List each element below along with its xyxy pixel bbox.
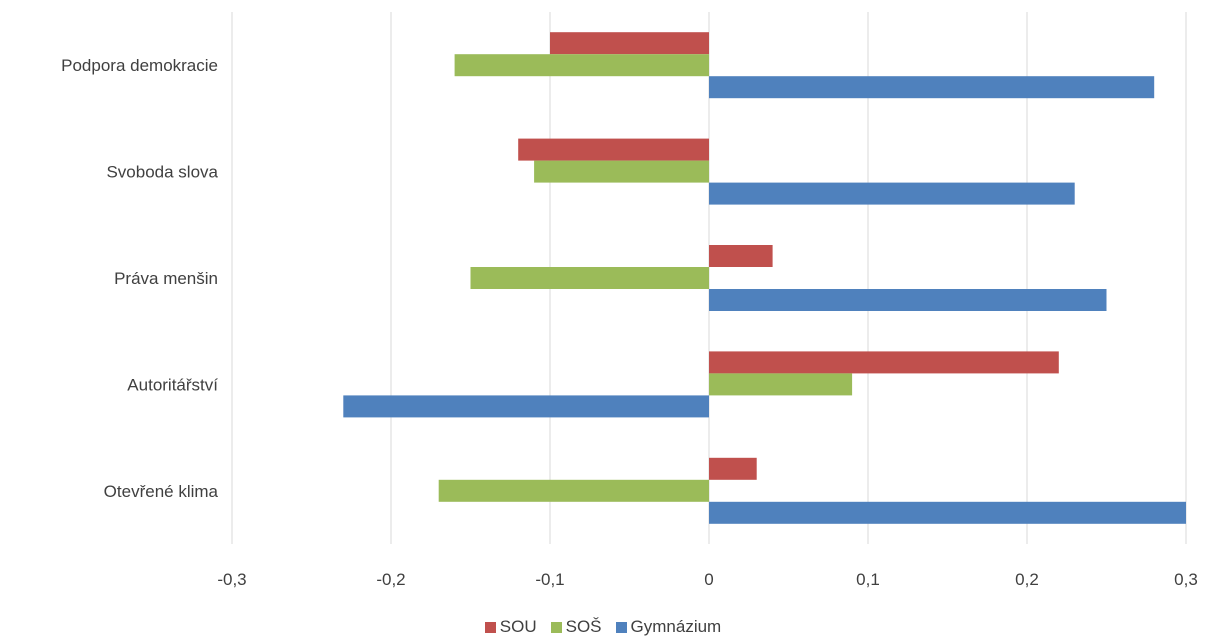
x-tick-label: 0,2 [1015,570,1039,589]
legend-label: SOU [499,617,537,636]
legend-label: Gymnázium [630,617,722,636]
bars [343,32,1186,524]
legend-swatch [484,621,496,633]
x-tick-label: 0,3 [1174,570,1198,589]
legend-swatch [615,621,627,633]
bar-sou-4 [709,457,757,480]
bar-sou-0 [550,32,709,55]
legend-label: SOŠ [565,617,602,636]
category-label: Otevřené klima [104,482,219,501]
category-labels: Podpora demokracie Svoboda slova Práva men… [61,56,218,501]
bar-gymnázium-3 [343,395,709,418]
category-label: Autoritářství [127,375,218,394]
x-tick-label: 0 [704,570,713,589]
legend: SOU SOŠ Gymnázium [0,617,1206,637]
bar-soš-3 [709,373,853,396]
bar-sou-1 [518,138,709,161]
bar-gymnázium-1 [709,182,1075,205]
x-tick-label: 0,1 [856,570,880,589]
bar-soš-4 [438,479,709,502]
legend-swatch [550,621,562,633]
x-tick-label: -0,2 [376,570,405,589]
category-label: Podpora demokracie [61,56,218,75]
bar-sou-3 [709,351,1059,374]
x-tick-label: -0,1 [535,570,564,589]
category-label: Svoboda slova [106,163,218,182]
bar-soš-0 [454,54,709,77]
bar-sou-2 [709,245,773,267]
bar-gymnázium-2 [709,289,1107,311]
category-label: Práva menšin [114,269,218,288]
legend-item-soš: SOŠ [550,617,602,637]
legend-item-sou: SOU [484,617,537,637]
x-tick-label: -0,3 [217,570,246,589]
bar-soš-1 [534,160,709,183]
x-tick-labels: -0,3 -0,2 -0,1 0 0,1 0,2 0,3 [217,570,1197,589]
bar-soš-2 [470,267,709,289]
legend-item-gymnázium: Gymnázium [615,617,722,637]
bar-gymnázium-4 [709,501,1186,524]
bar-gymnázium-0 [709,76,1155,99]
